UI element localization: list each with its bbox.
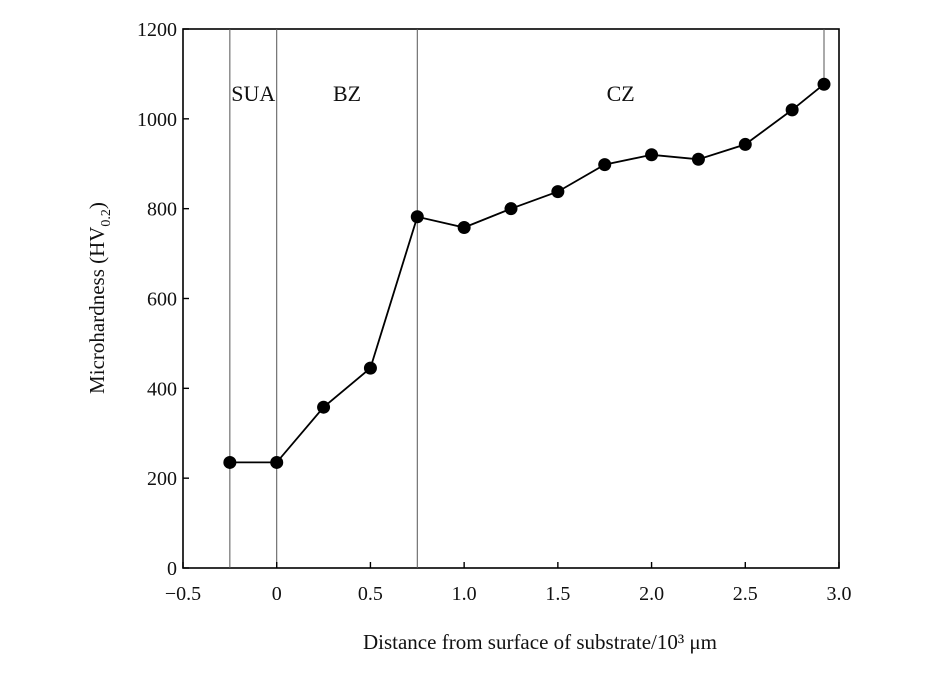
plot-frame: [182, 28, 840, 569]
zone-label: CZ: [607, 81, 635, 106]
data-point: [223, 455, 237, 469]
data-point: [645, 148, 659, 162]
data-point: [598, 158, 612, 172]
data-point: [270, 455, 284, 469]
y-tick-label: 1000: [137, 109, 177, 131]
y-axis-title-subscript: 0.2: [99, 209, 114, 227]
data-point: [317, 400, 331, 414]
axis-ticks: [182, 28, 840, 569]
x-tick-label: 3.0: [827, 583, 852, 605]
data-point: [738, 137, 752, 151]
x-tick-label: 0: [272, 583, 282, 605]
y-axis-title: Microhardness (HV0.2): [85, 202, 114, 394]
series-points-group: [223, 77, 831, 469]
data-point: [691, 152, 705, 166]
y-tick-label: 1200: [137, 19, 177, 41]
y-tick-label: 0: [167, 558, 177, 580]
zone-label: SUA: [231, 81, 275, 106]
y-tick-label: 600: [147, 289, 177, 311]
data-point: [785, 103, 799, 117]
data-point: [551, 185, 565, 199]
y-axis-title-close: ): [85, 202, 109, 209]
data-point: [410, 210, 424, 224]
x-tick-label: 1.0: [452, 583, 477, 605]
y-tick-label: 400: [147, 378, 177, 400]
y-tick-label: 200: [147, 468, 177, 490]
zone-label: BZ: [333, 81, 361, 106]
data-point: [817, 77, 831, 91]
series-line: [229, 83, 825, 464]
y-tick-label: 800: [147, 199, 177, 221]
axis-tick-labels: −0.5 0 0.5 1.0 1.5 2.0 2.5 3.0 0 200 400 600 800 1000…: [137, 19, 852, 605]
data-point: [504, 202, 518, 216]
x-tick-label: −0.5: [165, 583, 201, 605]
y-axis-title-main: Microhardness (HV: [85, 227, 109, 394]
x-tick-label: 2.5: [733, 583, 758, 605]
series-line-group: [229, 83, 825, 464]
data-point: [457, 221, 471, 235]
zone-boundaries: [229, 29, 825, 568]
data-point: [363, 361, 377, 375]
x-tick-label: 2.0: [639, 583, 664, 605]
x-tick-label: 1.5: [545, 583, 570, 605]
x-tick-label: 0.5: [358, 583, 383, 605]
zone-labels: SUA BZ CZ: [231, 81, 634, 106]
x-axis-title: Distance from surface of substrate/10³ μ…: [363, 630, 717, 654]
